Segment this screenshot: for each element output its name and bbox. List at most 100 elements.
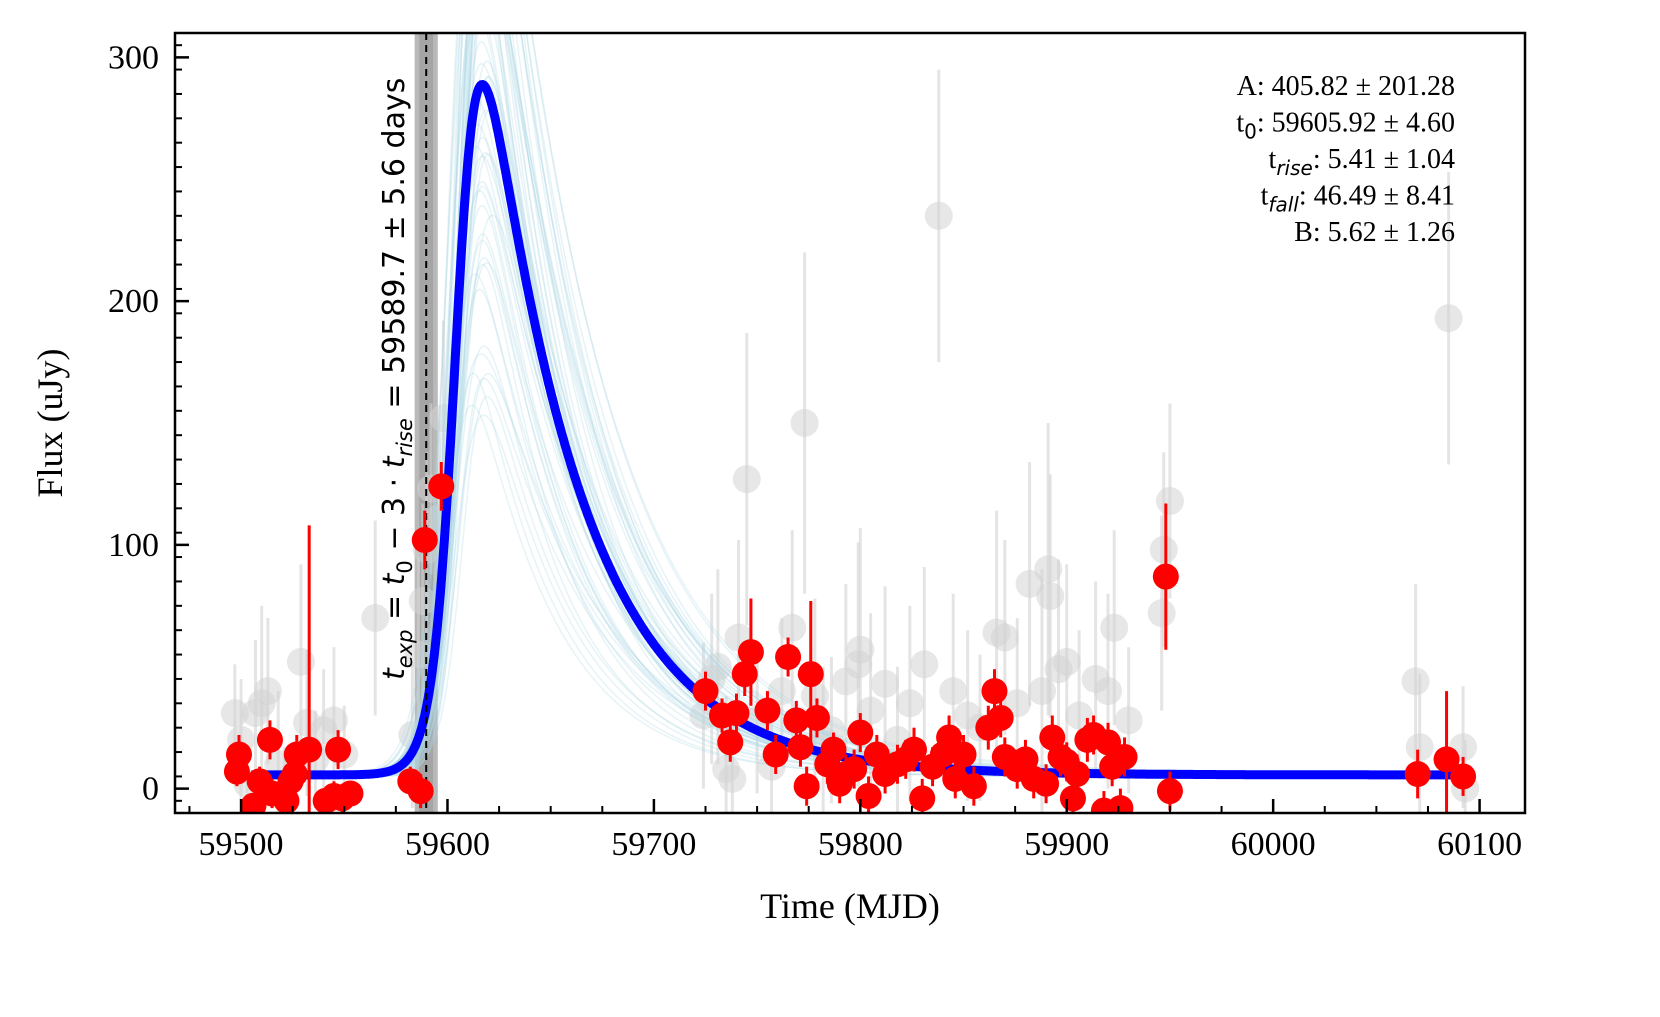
grey-point: [939, 677, 968, 706]
detection-point: [936, 724, 963, 751]
grey-point: [253, 677, 282, 706]
grey-point: [846, 635, 875, 664]
detection-point: [783, 707, 810, 734]
detection-point: [731, 661, 758, 688]
detection-point: [762, 741, 789, 768]
y-axis-label: Flux (uJy): [30, 348, 70, 497]
detection-point: [960, 773, 987, 800]
detection-point: [820, 736, 847, 763]
grey-point: [1094, 677, 1123, 706]
grey-point: [1155, 487, 1184, 515]
y-tick-label: 300: [108, 39, 159, 76]
grey-point: [703, 652, 732, 681]
detection-point: [754, 697, 781, 724]
grey-point: [990, 623, 1019, 652]
detection-point: [950, 741, 977, 768]
detection-point: [981, 678, 1008, 705]
param-value: : 59605.92 ± 4.60: [1257, 108, 1455, 139]
grey-point: [1147, 599, 1176, 628]
param-name: t: [1236, 108, 1244, 139]
param-subscript: fall: [1268, 193, 1299, 217]
detection-point: [847, 719, 874, 746]
detection-point: [281, 761, 308, 787]
detection-point: [717, 729, 744, 756]
detection-point: [863, 741, 890, 768]
grey-point: [924, 201, 953, 230]
grey-point: [732, 465, 761, 494]
x-tick-label: 59800: [818, 826, 903, 863]
grey-point: [856, 696, 885, 725]
detection-point: [296, 736, 323, 763]
detection-point: [855, 782, 882, 809]
detection-point: [909, 785, 936, 812]
param-value: : 46.49 ± 8.41: [1299, 181, 1455, 212]
x-tick-label: 59900: [1024, 826, 1109, 863]
grey-point: [1405, 733, 1434, 762]
detection-point: [692, 678, 719, 705]
detection-point: [1450, 763, 1477, 790]
grey-point: [408, 586, 437, 615]
grey-point: [778, 613, 807, 642]
grey-point: [286, 647, 315, 676]
param-name: B: [1294, 217, 1313, 248]
detection-point: [1152, 563, 1179, 590]
plot-area: [220, 33, 1480, 813]
detection-point: [1156, 778, 1183, 805]
detection-point: [1404, 761, 1431, 787]
detection-point: [987, 704, 1014, 731]
param-subscript: 0: [1244, 120, 1257, 144]
fit-parameter-tfall: tfall: 46.49 ± 8.41: [1261, 181, 1455, 217]
detection-point: [900, 736, 927, 763]
fit-parameter-B: B: 5.62 ± 1.26: [1294, 217, 1455, 248]
y-tick-label: 200: [108, 283, 159, 320]
detection-point: [1059, 785, 1086, 812]
detection-point: [1107, 795, 1134, 813]
param-value: : 405.82 ± 201.28: [1257, 71, 1455, 102]
fit-parameter-t0: t0: 59605.92 ± 4.60: [1236, 108, 1455, 144]
detection-point: [411, 527, 438, 553]
y-tick-label: 100: [108, 527, 159, 564]
detection-point: [793, 773, 820, 800]
detection-point: [737, 639, 764, 666]
fit-parameter-trise: trise: 5.41 ± 1.04: [1269, 144, 1455, 180]
detection-point: [1033, 770, 1060, 797]
detection-point: [428, 473, 455, 500]
grey-point: [1434, 304, 1463, 333]
explosion-time-label: texp = t0 − 3 · trise = 59589.7 ± 5.6 da…: [377, 78, 417, 680]
detection-point: [787, 734, 814, 761]
detection-point: [775, 644, 802, 670]
x-tick-label: 59500: [199, 826, 284, 863]
detection-point: [1039, 724, 1066, 751]
grey-point: [910, 650, 939, 679]
grey-point: [1036, 582, 1065, 611]
plot-content: [220, 33, 1480, 813]
axes-frame: [173, 31, 1527, 815]
grey-point: [361, 604, 390, 632]
grey-point: [790, 409, 819, 437]
detection-point: [1012, 746, 1039, 773]
param-value: : 5.62 ± 1.26: [1313, 217, 1455, 248]
param-value: : 5.41 ± 1.04: [1313, 144, 1455, 175]
detection-point: [803, 704, 830, 731]
grey-point: [1034, 555, 1063, 584]
grey-point: [718, 764, 747, 793]
detection-point: [1111, 743, 1138, 770]
detection-point: [1433, 746, 1460, 773]
param-subscript: rise: [1276, 156, 1313, 180]
x-tick-label: 60100: [1437, 826, 1522, 863]
param-name: t: [1261, 181, 1269, 212]
detection-point: [256, 726, 283, 753]
grey-point: [871, 669, 900, 698]
grey-point: [1100, 613, 1129, 642]
x-axis-label: Time (MJD): [760, 886, 940, 926]
detection-point: [325, 736, 352, 763]
detection-point: [797, 661, 824, 688]
x-tick-label: 59700: [611, 826, 696, 863]
detection-point: [723, 700, 750, 727]
axes: 59500 59600 59700 59800 59900 60000 60100 0 100 2…: [108, 31, 1527, 863]
detection-point: [225, 741, 252, 768]
detection-point: [337, 780, 364, 807]
grey-point: [895, 689, 924, 718]
